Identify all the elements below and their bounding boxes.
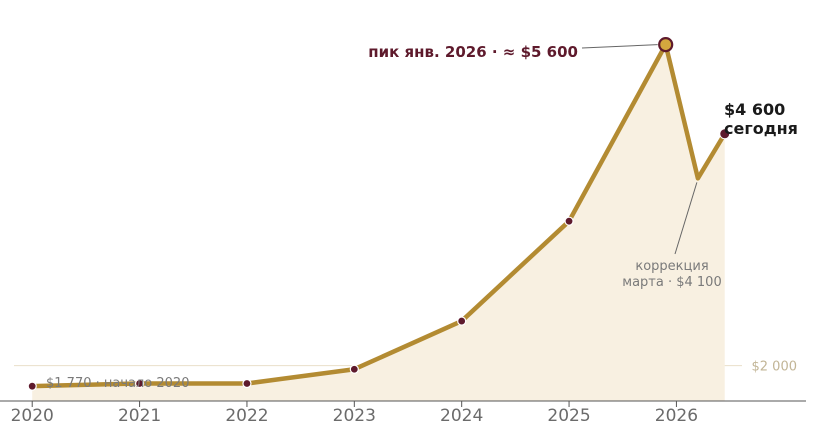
annotation-leaders	[581, 44, 698, 255]
data-point-2024	[457, 316, 467, 326]
data-point-2022	[242, 378, 252, 389]
x-tick-label-2020: 2020	[11, 406, 54, 426]
data-point-2020	[27, 381, 37, 391]
today-point	[719, 128, 731, 140]
today-label: сегодня	[724, 119, 798, 138]
today-value: $4 600	[724, 100, 785, 119]
start-annotation: $1 770 · начало 2020	[46, 376, 189, 391]
x-tick-label-2026: 2026	[655, 406, 698, 426]
data-point-2023	[349, 364, 359, 374]
x-axis-ticks: 2020 2021 2022 2023 2024 2025 2026	[11, 401, 698, 426]
x-tick-label-2024: 2024	[440, 406, 483, 426]
x-tick-label-2021: 2021	[118, 406, 161, 426]
correction-annotation-line2: марта · $4 100	[622, 275, 721, 290]
x-tick-label-2023: 2023	[333, 406, 376, 426]
peak-point	[658, 36, 674, 53]
data-point-2025	[564, 216, 574, 226]
x-tick-label-2025: 2025	[547, 406, 590, 426]
correction-annotation-line1: коррекция	[635, 259, 708, 274]
data-points	[27, 36, 731, 391]
x-tick-label-2022: 2022	[225, 406, 268, 426]
peak-annotation: пик янв. 2026 · ≈ $5 600	[368, 43, 578, 61]
gridline-label: $2 000	[752, 360, 798, 375]
area-fill	[32, 44, 725, 402]
data-point-2021	[134, 378, 145, 389]
correction-leader-line	[674, 182, 698, 255]
peak-leader-line	[581, 44, 658, 49]
